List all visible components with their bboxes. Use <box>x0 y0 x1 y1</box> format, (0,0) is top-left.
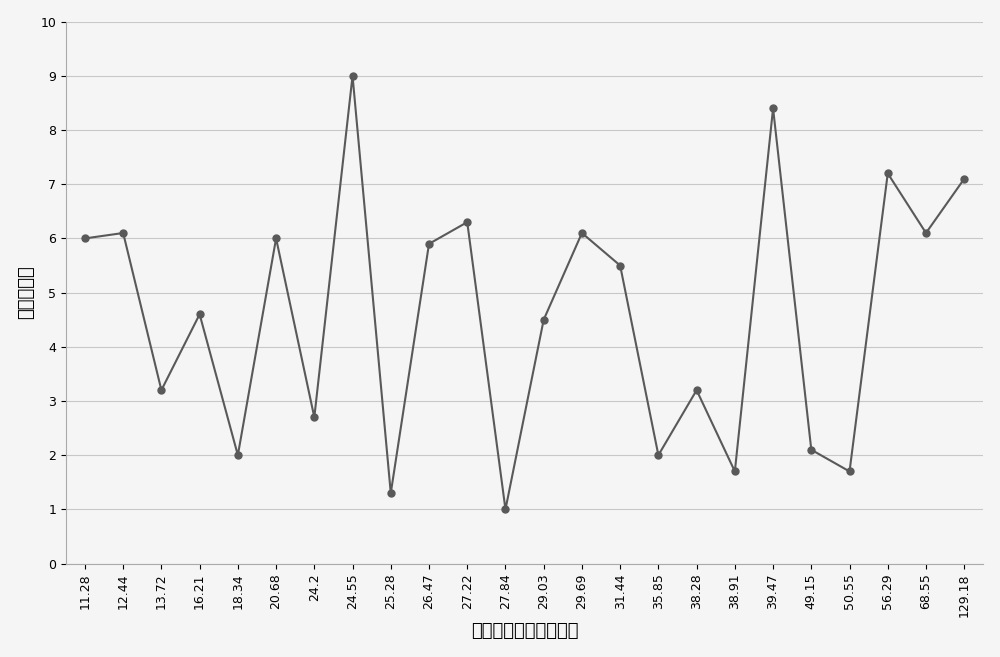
X-axis label: 年末常住人口（万人）: 年末常住人口（万人） <box>471 622 578 641</box>
Y-axis label: 中压容载比: 中压容载比 <box>17 265 35 319</box>
